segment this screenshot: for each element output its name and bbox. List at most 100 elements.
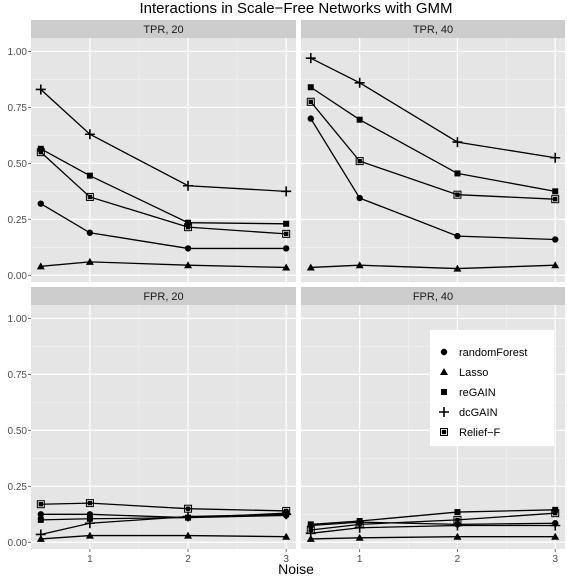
- series-regain: [307, 84, 559, 195]
- series-relief-f: [306, 97, 560, 204]
- point-relief-f: [355, 520, 364, 529]
- point-lasso: [85, 531, 94, 539]
- series-line-randomforest: [40, 513, 287, 519]
- point-lasso: [282, 263, 291, 271]
- legend-label-randomforest: randomForest: [459, 347, 527, 359]
- series-lasso: [306, 532, 560, 542]
- point-lasso: [184, 531, 193, 539]
- legend-label-regain: reGAIN: [459, 387, 496, 399]
- point-regain: [185, 219, 192, 226]
- series-lasso: [36, 257, 291, 271]
- point-regain: [283, 220, 290, 227]
- point-lasso: [282, 532, 291, 540]
- point-relief-f-fill: [283, 508, 289, 514]
- point-relief-f: [36, 500, 45, 509]
- series-line-dcgain: [310, 57, 556, 159]
- y-tick-label: 0.25: [8, 482, 28, 493]
- series-line-relief-f: [40, 502, 287, 512]
- point-relief-f: [551, 195, 560, 204]
- y-tick-label: 0.00: [8, 538, 28, 549]
- point-dcgain: [354, 77, 365, 88]
- point-relief-f-outline: [36, 500, 45, 509]
- series-line-dcgain: [310, 524, 556, 534]
- x-tick-label: 2: [185, 554, 191, 565]
- y-tick-label: 1.00: [8, 314, 28, 325]
- x-tick-label: 3: [283, 554, 289, 565]
- point-relief-f-outline: [306, 97, 315, 106]
- series-line-randomforest: [40, 203, 287, 250]
- legend-key-relief-f-fill: [441, 429, 447, 435]
- series-relief-f: [36, 148, 291, 238]
- series-dcgain: [35, 84, 292, 197]
- series-line-lasso: [40, 534, 287, 540]
- point-relief-f: [282, 229, 291, 238]
- point-regain: [356, 116, 363, 123]
- series-line-regain: [310, 509, 556, 526]
- panel-background: [31, 38, 296, 282]
- y-tick-label: 0.50: [8, 426, 28, 437]
- series-line-relief-f: [310, 101, 556, 200]
- point-relief-f-outline: [306, 525, 315, 534]
- point-relief-f: [453, 190, 462, 199]
- x-tick-label: 2: [455, 554, 461, 565]
- point-relief-f: [282, 506, 291, 515]
- x-tick-label: 1: [87, 554, 93, 565]
- point-randomforest: [37, 511, 45, 518]
- point-randomforest: [282, 245, 290, 252]
- point-relief-f-outline: [355, 520, 364, 529]
- series-line-lasso: [310, 536, 556, 540]
- point-relief-f-fill: [185, 506, 191, 511]
- point-relief-f-fill: [553, 196, 558, 202]
- panel-title: TPR, 20: [143, 24, 183, 36]
- series-line-regain: [310, 86, 556, 192]
- legend-label-dcgain: dcGAIN: [459, 407, 498, 419]
- point-relief-f-fill: [308, 99, 313, 104]
- legend-key-relief-f-outline: [440, 428, 448, 436]
- point-relief-f: [184, 223, 193, 232]
- y-tick-label: 0.25: [8, 215, 28, 226]
- y-tick-label: 0.75: [8, 103, 28, 114]
- point-relief-f-fill: [357, 522, 362, 527]
- point-relief-f: [306, 97, 315, 106]
- series-line-dcgain: [40, 513, 287, 536]
- series-line-lasso: [40, 261, 287, 269]
- point-relief-f-fill: [455, 517, 460, 523]
- y-tick-label: 0.75: [8, 370, 28, 381]
- y-tick-label: 1.00: [8, 47, 28, 58]
- point-dcgain: [452, 520, 463, 531]
- point-randomforest: [184, 245, 192, 252]
- point-regain: [552, 188, 559, 195]
- series-randomforest: [37, 200, 290, 252]
- x-tick-label: 1: [357, 554, 363, 565]
- x-axis-label: Noise: [278, 561, 314, 577]
- point-relief-f: [85, 499, 94, 508]
- point-regain: [454, 170, 461, 177]
- point-relief-f-outline: [551, 509, 560, 518]
- point-lasso: [36, 262, 45, 270]
- series-lasso: [306, 261, 560, 272]
- series-randomforest: [307, 115, 559, 243]
- panel-fpr-20: FPR, 20 0.00 0.25 0.50 0.75 1.00 1 2 3: [8, 287, 296, 565]
- point-relief-f-fill: [87, 500, 93, 506]
- point-randomforest: [552, 236, 559, 243]
- point-relief-f-fill: [283, 231, 289, 237]
- legend-key-lasso: [440, 368, 448, 375]
- point-regain: [454, 509, 461, 516]
- point-relief-f-fill: [357, 158, 362, 164]
- point-randomforest: [356, 194, 363, 202]
- point-relief-f-fill: [38, 149, 44, 155]
- point-relief-f-outline: [551, 195, 560, 204]
- panel-strip: [301, 20, 565, 38]
- y-tick-label: 0.50: [8, 159, 28, 170]
- point-lasso: [355, 261, 364, 269]
- point-relief-f-fill: [38, 502, 44, 507]
- point-lasso: [453, 264, 462, 272]
- series-line-dcgain: [40, 89, 287, 192]
- point-dcgain: [452, 137, 463, 148]
- series-lasso: [36, 531, 291, 542]
- point-relief-f-outline: [184, 504, 193, 513]
- chart-title: Interactions in Scale−Free Networks with…: [139, 0, 452, 17]
- point-lasso: [306, 534, 315, 542]
- panel-strip: [31, 287, 296, 305]
- series-line-lasso: [310, 264, 556, 270]
